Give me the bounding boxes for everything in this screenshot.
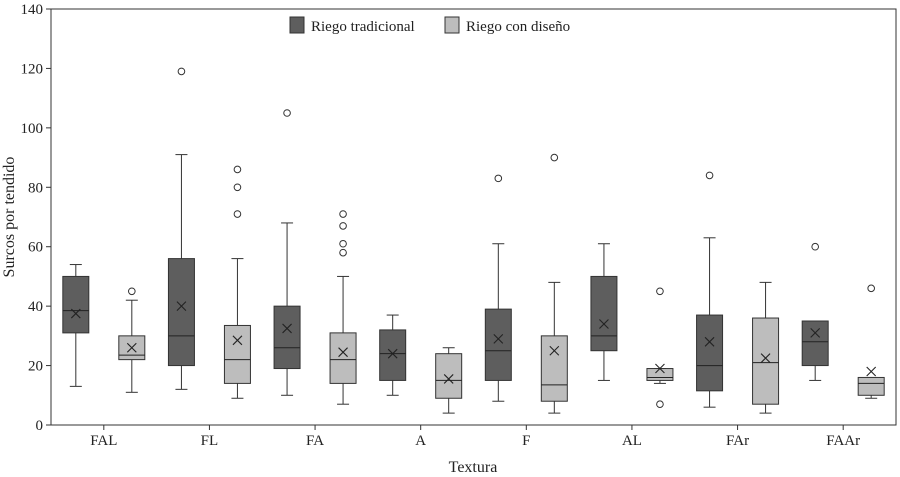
box-a-series-0 xyxy=(379,314,407,396)
x-axis-title: Textura xyxy=(449,459,498,476)
y-tick-label: 60 xyxy=(28,240,43,256)
mean-marker xyxy=(760,353,771,364)
box-iqr xyxy=(801,320,829,367)
mean-marker xyxy=(176,301,187,312)
y-tick-label: 20 xyxy=(28,359,43,375)
mean-marker xyxy=(549,345,560,356)
box-iqr xyxy=(329,332,357,384)
mean-marker xyxy=(282,323,292,334)
box-far-series-0 xyxy=(696,171,724,408)
mean-marker xyxy=(866,366,877,377)
box-iqr xyxy=(379,329,407,381)
outlier-point xyxy=(233,165,242,174)
y-tick-label: 120 xyxy=(21,61,44,77)
box-faar-series-0 xyxy=(801,242,829,381)
x-tick-label: FAAr xyxy=(826,433,860,449)
y-tick-label: 140 xyxy=(21,2,44,18)
mean-marker xyxy=(704,336,715,347)
box-al-series-0 xyxy=(590,243,618,381)
box-iqr xyxy=(167,258,195,367)
box-iqr xyxy=(857,376,885,396)
box-far-series-1 xyxy=(752,281,780,414)
plot-frame xyxy=(50,8,897,426)
x-tick-label: FAL xyxy=(90,433,117,449)
mean-marker xyxy=(810,327,821,338)
x-tick-label: FA xyxy=(306,433,324,449)
box-iqr xyxy=(62,275,90,334)
outlier-point xyxy=(339,239,347,248)
box-fal-series-1 xyxy=(118,287,146,393)
box-iqr xyxy=(223,324,251,384)
box-fl-series-1 xyxy=(223,165,251,399)
box-fal-series-0 xyxy=(62,264,90,387)
box-fa-series-1 xyxy=(329,210,357,405)
mean-marker xyxy=(655,363,665,374)
box-a-series-1 xyxy=(435,347,463,414)
y-tick-label: 0 xyxy=(36,418,44,434)
mean-marker xyxy=(126,342,137,353)
mean-marker xyxy=(599,319,609,329)
box-f-series-1 xyxy=(540,153,568,414)
mean-marker xyxy=(338,347,348,358)
mean-marker xyxy=(493,333,504,344)
x-tick-label: A xyxy=(415,433,426,449)
box-faar-series-1 xyxy=(857,284,885,399)
x-tick-label: FL xyxy=(201,433,219,449)
y-axis-title: Surcos por tendido xyxy=(1,157,18,278)
y-tick-label: 100 xyxy=(21,121,44,137)
x-tick-label: FAr xyxy=(726,433,749,449)
mean-marker xyxy=(387,348,398,359)
outlier-point xyxy=(550,153,559,162)
mean-marker xyxy=(70,308,81,319)
outlier-point xyxy=(233,210,242,218)
legend-swatch-riego-con-diseno xyxy=(444,16,460,34)
box-al-series-1 xyxy=(646,287,674,409)
outlier-point xyxy=(494,174,503,183)
box-iqr xyxy=(484,308,512,381)
box-groups xyxy=(62,67,885,414)
box-iqr xyxy=(646,368,674,381)
box-fl-series-0 xyxy=(167,67,195,390)
box-f-series-0 xyxy=(484,174,512,402)
outlier-point xyxy=(867,284,875,293)
outlier-point xyxy=(656,287,664,296)
box-iqr xyxy=(273,305,301,370)
outlier-point xyxy=(339,248,347,257)
outlier-point xyxy=(233,183,242,192)
outlier-point xyxy=(339,210,347,218)
outlier-point xyxy=(705,171,714,180)
box-iqr xyxy=(435,353,463,399)
x-tick-label: AL xyxy=(622,433,642,449)
y-tick-label: 40 xyxy=(28,299,43,315)
box-iqr xyxy=(752,317,780,405)
outlier-point xyxy=(128,287,136,296)
outlier-point xyxy=(283,109,291,117)
outlier-point xyxy=(656,400,664,409)
legend: Riego tradicional Riego con diseño xyxy=(289,16,570,35)
legend-label-riego-con-diseno: Riego con diseño xyxy=(466,19,570,35)
x-axis: FAL FL FA A F AL FAr FAAr xyxy=(90,425,860,449)
legend-swatch-riego-tradicional xyxy=(289,16,305,34)
y-tick-label: 80 xyxy=(28,180,43,196)
outlier-point xyxy=(811,242,819,251)
outlier-point xyxy=(177,67,186,76)
y-axis: 0 20 40 60 80 100 120 140 xyxy=(21,2,51,434)
x-tick-label: F xyxy=(522,433,530,449)
box-iqr xyxy=(540,335,568,402)
legend-label-riego-tradicional: Riego tradicional xyxy=(311,19,415,35)
outlier-point xyxy=(339,222,347,230)
mean-marker xyxy=(443,374,454,384)
box-iqr xyxy=(590,275,618,352)
box-fa-series-0 xyxy=(273,109,301,396)
mean-marker xyxy=(232,335,243,346)
box-iqr xyxy=(696,314,724,392)
